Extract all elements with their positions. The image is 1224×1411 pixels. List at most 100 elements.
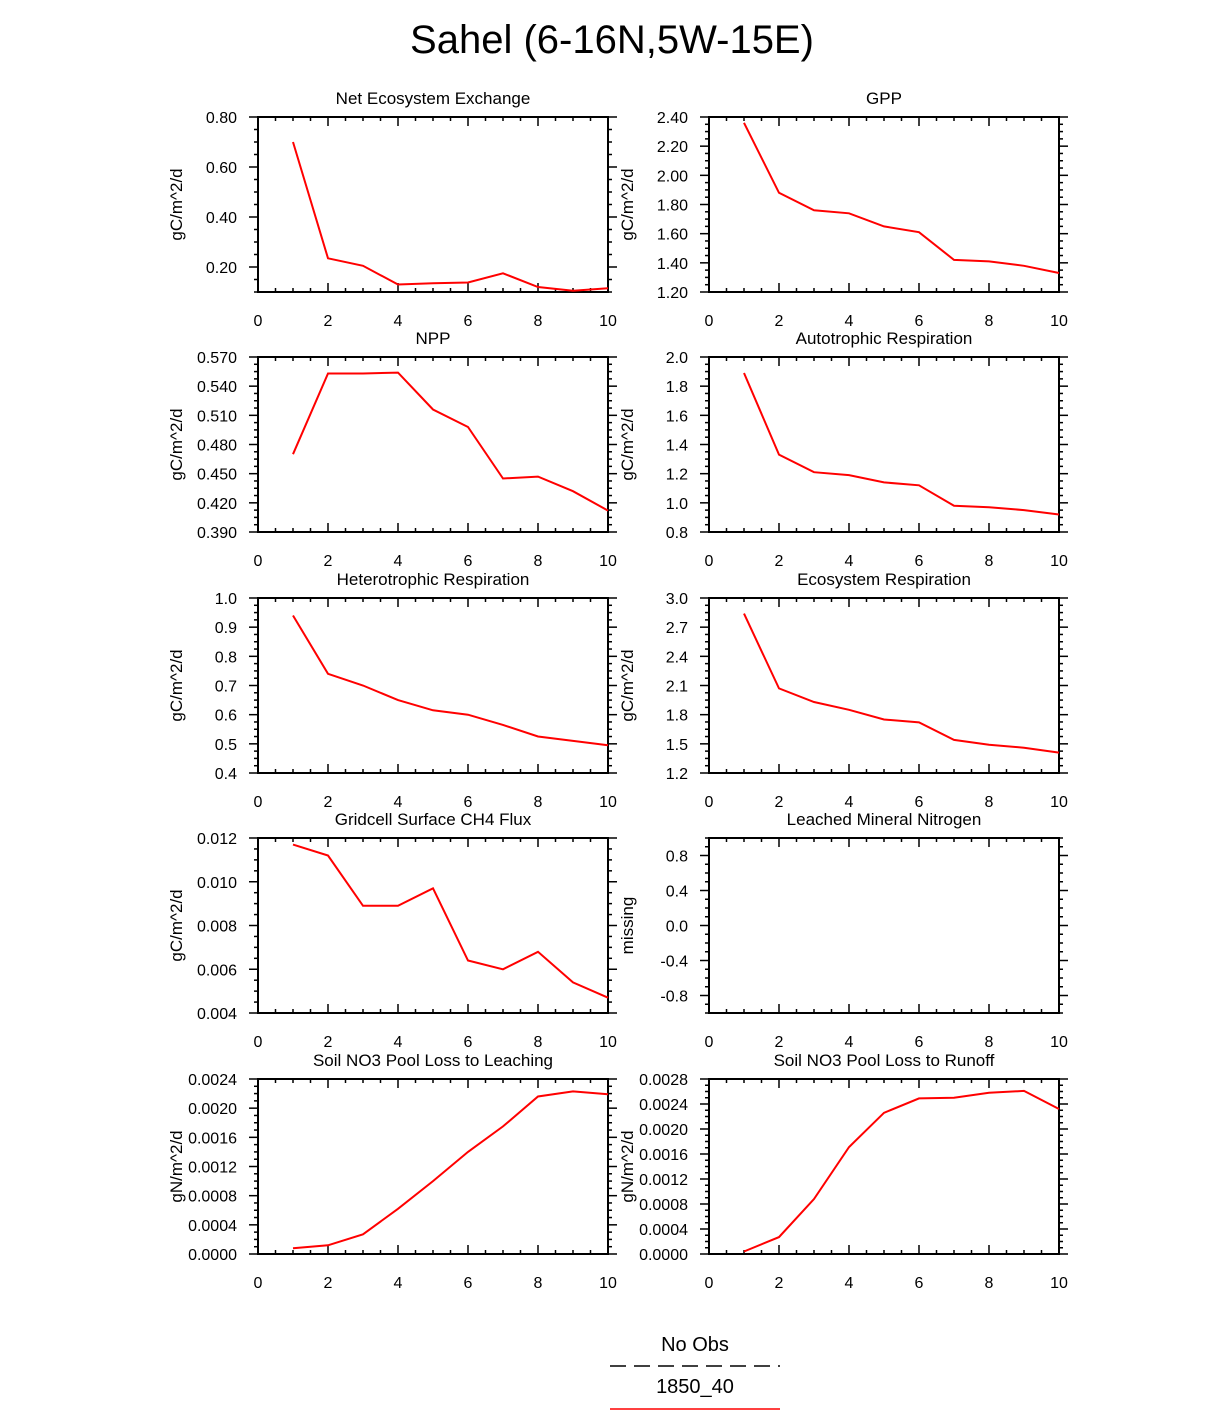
x-tick-label: 4 bbox=[394, 553, 403, 570]
x-tick-label: 4 bbox=[845, 313, 854, 330]
chart-title: GPP bbox=[866, 89, 902, 108]
y-tick-label: 2.4 bbox=[666, 649, 688, 666]
x-tick-label: 6 bbox=[915, 1275, 924, 1292]
y-tick-label: 0.0008 bbox=[188, 1189, 237, 1206]
y-tick-label: 1.20 bbox=[657, 285, 688, 302]
x-tick-label: 6 bbox=[464, 553, 473, 570]
x-tick-label: 4 bbox=[845, 1034, 854, 1051]
y-tick-label: 0.510 bbox=[197, 408, 237, 425]
y-tick-label: 0.004 bbox=[197, 1006, 237, 1023]
x-tick-label: 4 bbox=[845, 553, 854, 570]
plot-frame bbox=[257, 597, 609, 774]
y-axis-label: missing bbox=[618, 897, 637, 955]
x-tick-label: 2 bbox=[775, 794, 784, 811]
x-tick-label: 4 bbox=[845, 794, 854, 811]
y-tick-label: 1.60 bbox=[657, 227, 688, 244]
plot-frame bbox=[708, 116, 1060, 293]
y-tick-label: 1.80 bbox=[657, 198, 688, 215]
y-tick-label: 0.4 bbox=[215, 766, 237, 783]
y-tick-label: 0.9 bbox=[215, 620, 237, 637]
chart-panel: Net Ecosystem Exchange gC/m^2/d 0 2 4 6 8 10 0.2… bbox=[167, 89, 617, 330]
y-tick-label: 0.0024 bbox=[188, 1072, 237, 1089]
plot-frame bbox=[257, 1078, 609, 1255]
x-tick-label: 8 bbox=[985, 313, 994, 330]
x-tick-label: 0 bbox=[254, 553, 263, 570]
y-tick-label: 0.540 bbox=[197, 379, 237, 396]
chart-panel: Heterotrophic Respiration gC/m^2/d 0 2 4 6 8 10… bbox=[167, 570, 617, 811]
chart-title: Soil NO3 Pool Loss to Runoff bbox=[774, 1051, 995, 1070]
x-tick-label: 6 bbox=[915, 794, 924, 811]
x-tick-label: 10 bbox=[599, 1034, 617, 1051]
y-tick-label: 0.0004 bbox=[639, 1222, 688, 1239]
y-tick-label: 0.0016 bbox=[639, 1147, 688, 1164]
chart-title: Autotrophic Respiration bbox=[796, 329, 973, 348]
x-tick-label: 0 bbox=[705, 794, 714, 811]
y-axis-label: gC/m^2/d bbox=[618, 649, 637, 721]
x-tick-label: 2 bbox=[324, 1034, 333, 1051]
y-tick-label: 0.010 bbox=[197, 875, 237, 892]
x-tick-label: 0 bbox=[254, 1275, 263, 1292]
chart-title: Soil NO3 Pool Loss to Leaching bbox=[313, 1051, 553, 1070]
y-tick-label: -0.8 bbox=[660, 989, 688, 1006]
x-tick-label: 8 bbox=[534, 1275, 543, 1292]
x-tick-label: 10 bbox=[1050, 794, 1068, 811]
x-tick-label: 6 bbox=[464, 313, 473, 330]
chart-title: Net Ecosystem Exchange bbox=[336, 89, 531, 108]
x-tick-label: 6 bbox=[915, 553, 924, 570]
x-tick-label: 0 bbox=[254, 313, 263, 330]
chart-panel: Gridcell Surface CH4 Flux gC/m^2/d 0 2 4 6 8 10… bbox=[167, 810, 617, 1051]
y-axis-label: gN/m^2/d bbox=[618, 1130, 637, 1202]
plot-frame bbox=[708, 1078, 1060, 1255]
x-tick-label: 10 bbox=[599, 553, 617, 570]
y-tick-label: 1.5 bbox=[666, 737, 688, 754]
legend-label-obs: No Obs bbox=[661, 1334, 729, 1356]
x-tick-label: 4 bbox=[394, 794, 403, 811]
y-axis-label: gC/m^2/d bbox=[167, 889, 186, 961]
x-tick-label: 10 bbox=[599, 313, 617, 330]
y-tick-label: 0.0024 bbox=[639, 1097, 688, 1114]
y-tick-label: 0.0000 bbox=[639, 1247, 688, 1264]
y-tick-label: 0.0008 bbox=[639, 1197, 688, 1214]
series-line bbox=[292, 614, 609, 747]
x-tick-label: 10 bbox=[1050, 553, 1068, 570]
y-tick-label: 0.006 bbox=[197, 962, 237, 979]
chart-panel: NPP gC/m^2/d 0 2 4 6 8 10 0.390 0.420 0.450 0.480 0.… bbox=[167, 329, 617, 570]
series-line bbox=[743, 613, 1060, 754]
y-tick-label: 0.0004 bbox=[188, 1218, 237, 1235]
chart-panel: Autotrophic Respiration gC/m^2/d 0 2 4 6 8 10 0.… bbox=[618, 329, 1068, 570]
x-tick-label: 8 bbox=[534, 794, 543, 811]
y-axis-label: gC/m^2/d bbox=[618, 168, 637, 240]
chart-title: NPP bbox=[416, 329, 451, 348]
y-axis-label: gC/m^2/d bbox=[618, 408, 637, 480]
y-tick-label: 0.0020 bbox=[188, 1101, 237, 1118]
plot-frame bbox=[708, 837, 1060, 1014]
x-tick-label: 2 bbox=[775, 1034, 784, 1051]
chart-panel: Ecosystem Respiration gC/m^2/d 0 2 4 6 8 10 1.2 1… bbox=[618, 570, 1068, 811]
series-line bbox=[292, 843, 609, 999]
y-tick-label: 0.5 bbox=[215, 737, 237, 754]
series-line bbox=[292, 1090, 609, 1250]
y-tick-label: 0.8 bbox=[666, 849, 688, 866]
y-tick-label: 3.0 bbox=[666, 591, 688, 608]
y-tick-label: 1.8 bbox=[666, 379, 688, 396]
x-tick-label: 4 bbox=[394, 1275, 403, 1292]
y-tick-label: 0.8 bbox=[666, 525, 688, 542]
x-tick-label: 8 bbox=[985, 553, 994, 570]
x-tick-label: 6 bbox=[464, 1275, 473, 1292]
y-tick-label: 2.40 bbox=[657, 110, 688, 127]
x-tick-label: 4 bbox=[394, 313, 403, 330]
y-tick-label: 0.0020 bbox=[639, 1122, 688, 1139]
plot-frame bbox=[257, 116, 609, 293]
y-tick-label: 0.480 bbox=[197, 438, 237, 455]
y-tick-label: 0.0 bbox=[666, 919, 688, 936]
y-tick-label: 1.8 bbox=[666, 708, 688, 725]
y-tick-label: 0.0016 bbox=[188, 1130, 237, 1147]
y-tick-label: 0.7 bbox=[215, 679, 237, 696]
y-tick-label: 0.450 bbox=[197, 467, 237, 484]
y-tick-label: 2.0 bbox=[666, 350, 688, 367]
x-tick-label: 0 bbox=[254, 1034, 263, 1051]
chart-panel: Soil NO3 Pool Loss to Runoff gN/m^2/d 0 2 4 6… bbox=[618, 1051, 1068, 1292]
y-tick-label: 2.20 bbox=[657, 139, 688, 156]
x-tick-label: 8 bbox=[985, 1034, 994, 1051]
